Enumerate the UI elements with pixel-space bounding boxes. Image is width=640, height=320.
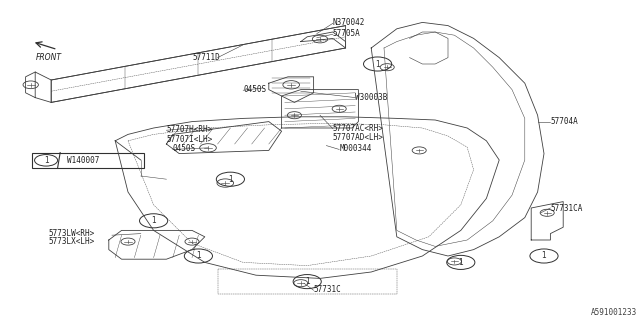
Text: FRONT: FRONT bbox=[36, 53, 62, 62]
Bar bbox=[32, 153, 144, 168]
Text: 1: 1 bbox=[541, 252, 547, 260]
Text: 1: 1 bbox=[305, 277, 310, 286]
Text: 57731C: 57731C bbox=[314, 285, 341, 294]
Text: 1: 1 bbox=[44, 156, 49, 165]
Text: 57705A: 57705A bbox=[333, 29, 360, 38]
Text: 0450S: 0450S bbox=[243, 85, 266, 94]
Text: W30003B: W30003B bbox=[355, 93, 388, 102]
Text: 0450S: 0450S bbox=[173, 144, 196, 153]
Text: 57707AC<RH>: 57707AC<RH> bbox=[333, 124, 383, 132]
Text: 5773LW<RH>: 5773LW<RH> bbox=[48, 229, 94, 238]
Text: 57731CA: 57731CA bbox=[550, 204, 583, 212]
Text: N370042: N370042 bbox=[333, 18, 365, 27]
Text: 1: 1 bbox=[228, 175, 233, 184]
Text: 57707I<LH>: 57707I<LH> bbox=[166, 135, 212, 144]
Text: M000344: M000344 bbox=[339, 144, 372, 153]
Text: 57707H<RH>: 57707H<RH> bbox=[166, 125, 212, 134]
Text: 1: 1 bbox=[375, 60, 380, 68]
Text: 57707AD<LH>: 57707AD<LH> bbox=[333, 133, 383, 142]
Text: 1: 1 bbox=[151, 216, 156, 225]
Text: 5773LX<LH>: 5773LX<LH> bbox=[48, 237, 94, 246]
Text: A591001233: A591001233 bbox=[591, 308, 637, 317]
Text: 57704A: 57704A bbox=[550, 117, 578, 126]
Text: 1: 1 bbox=[458, 258, 463, 267]
Text: 57711D: 57711D bbox=[192, 53, 220, 62]
Text: W140007: W140007 bbox=[67, 156, 100, 165]
Text: 1: 1 bbox=[196, 252, 201, 260]
